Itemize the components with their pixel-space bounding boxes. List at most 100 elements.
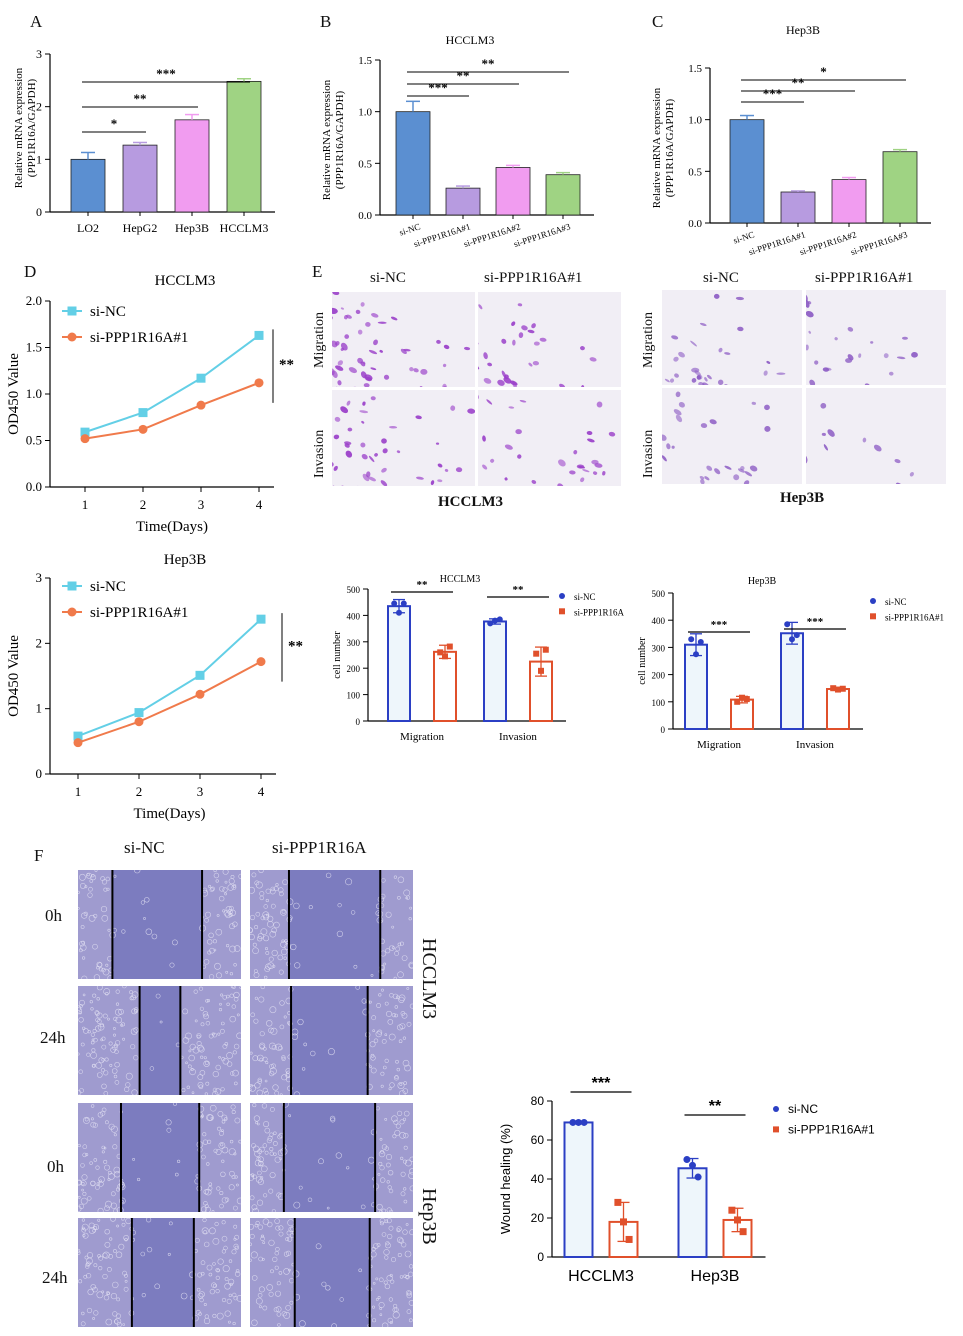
cell <box>205 999 209 1003</box>
cell <box>217 1258 224 1265</box>
y-tick-label: 0.5 <box>26 433 42 448</box>
cell <box>81 940 85 945</box>
cell <box>80 944 87 951</box>
cell <box>83 1116 91 1124</box>
cell <box>101 1107 107 1113</box>
cell <box>198 1046 205 1053</box>
stained-cell <box>435 442 440 445</box>
cell <box>283 1268 290 1275</box>
cell <box>262 1143 268 1148</box>
micrograph-background <box>806 388 946 484</box>
cell <box>113 1208 118 1212</box>
cell <box>124 1237 128 1242</box>
cell <box>146 1218 152 1223</box>
stained-cell <box>519 399 527 403</box>
cell <box>280 908 287 916</box>
x-tick-label: si-PPP1R16A#2 <box>798 229 857 257</box>
cell <box>233 996 239 1002</box>
cell <box>264 1150 269 1155</box>
cell <box>82 1152 87 1158</box>
stained-cell <box>337 380 342 386</box>
cell <box>213 948 217 952</box>
y-tick-label: 500 <box>347 585 361 595</box>
x-tick-label: 3 <box>197 784 204 799</box>
cell <box>253 1018 259 1024</box>
cell <box>218 1130 224 1136</box>
legend-label: si-NC <box>90 579 126 595</box>
cell <box>175 1172 179 1177</box>
stained-cell <box>662 455 667 462</box>
cell <box>130 994 137 1001</box>
cell <box>270 886 275 892</box>
stained-cell <box>870 341 874 344</box>
y-tick-label: 100 <box>347 691 361 701</box>
cell <box>205 1081 210 1086</box>
cell <box>401 1242 407 1248</box>
cell <box>202 1218 207 1223</box>
cell <box>231 1110 236 1115</box>
cell <box>399 1023 406 1030</box>
stained-cell <box>764 425 771 432</box>
cell <box>380 1150 385 1154</box>
stained-cell <box>333 434 340 440</box>
cell <box>97 1218 101 1222</box>
cell <box>387 1185 392 1190</box>
stained-cell <box>380 480 388 486</box>
x-tick-label: HepG2 <box>123 221 158 235</box>
cell <box>257 1122 260 1126</box>
cell <box>395 1059 399 1064</box>
bar <box>677 1167 708 1258</box>
cell <box>203 1230 208 1234</box>
cell <box>403 889 411 897</box>
cell <box>266 1020 273 1027</box>
cell <box>385 1241 390 1246</box>
cell <box>113 1074 118 1079</box>
cell <box>283 1015 287 1019</box>
cell <box>274 1090 280 1095</box>
cell <box>96 1072 103 1078</box>
cell <box>335 1152 342 1159</box>
cell <box>263 935 270 942</box>
cell <box>212 1313 217 1318</box>
stained-cell <box>362 473 370 482</box>
chart-title: HCCLM3 <box>440 574 481 585</box>
cell <box>78 1203 85 1209</box>
stained-cell <box>698 382 705 385</box>
cell <box>269 1064 274 1069</box>
cell <box>261 1103 267 1109</box>
cell <box>108 1123 115 1130</box>
cell <box>408 961 413 969</box>
cell <box>236 1197 241 1205</box>
cell <box>88 914 96 922</box>
cell <box>387 1019 394 1025</box>
cell <box>220 1143 224 1147</box>
cell <box>337 903 342 908</box>
cell <box>201 1227 209 1235</box>
x-tick-label: 4 <box>256 497 263 512</box>
cell <box>377 1296 381 1300</box>
stained-cell <box>504 477 508 481</box>
cell <box>78 1195 81 1199</box>
cell <box>275 883 279 887</box>
cell <box>116 1297 121 1302</box>
cell <box>219 886 225 892</box>
cell <box>273 886 279 892</box>
stained-cell <box>724 465 732 470</box>
y-tick-label: 400 <box>347 611 361 621</box>
data-point <box>620 1218 627 1226</box>
scratch-gap <box>291 986 368 1095</box>
cell <box>355 986 360 990</box>
data-point <box>784 621 791 628</box>
e-col-label-sinc-hcclm3: si-NC <box>370 270 406 286</box>
cell <box>193 989 198 994</box>
cell <box>257 1224 263 1230</box>
cell <box>257 1170 262 1176</box>
cell <box>272 1141 278 1146</box>
stained-cell <box>864 383 870 385</box>
data-point <box>437 649 444 656</box>
cell <box>262 1087 268 1093</box>
stained-cell <box>512 339 516 346</box>
cell <box>88 886 93 892</box>
cell <box>402 1229 408 1235</box>
cell <box>266 1284 274 1291</box>
